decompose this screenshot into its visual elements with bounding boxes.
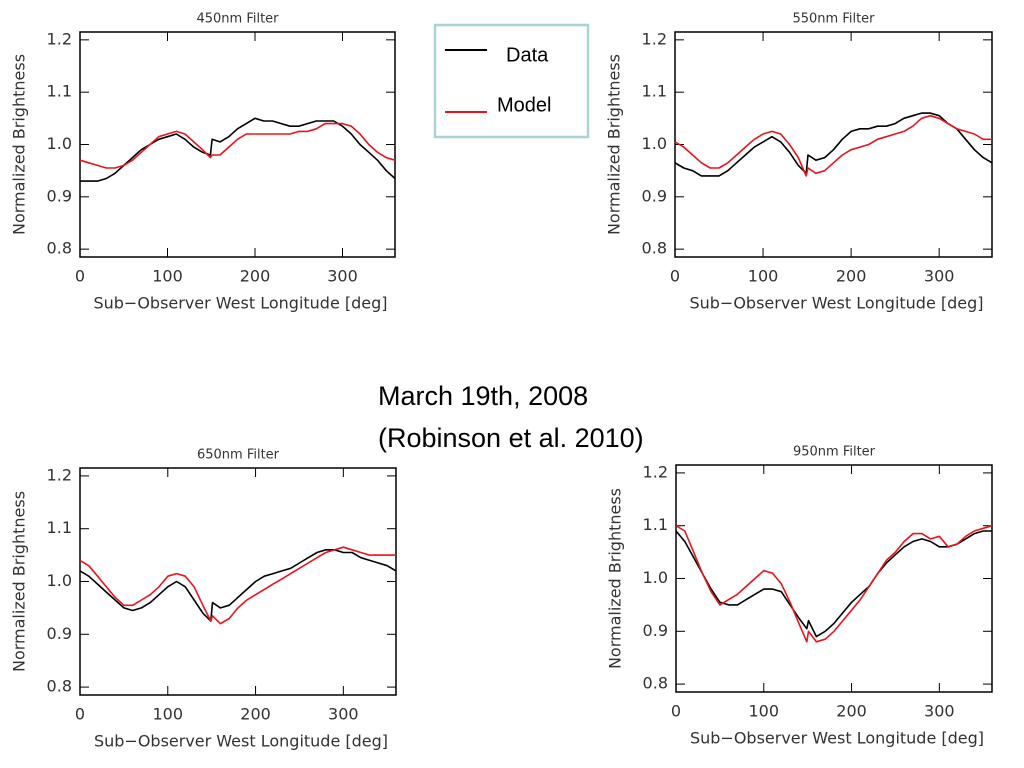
x-tick-label: 0 (75, 267, 85, 286)
chart-title: 450nm Filter (196, 12, 279, 27)
data-line (79, 546, 396, 625)
data-line (79, 122, 396, 169)
y-tick-label: 1.1 (642, 82, 667, 101)
x-tick-label: 100 (749, 702, 780, 721)
y-tick-label: 1.1 (47, 82, 72, 101)
x-tick-label: 100 (748, 267, 779, 286)
data-line (675, 524, 993, 643)
plot-frame (79, 31, 396, 258)
y-tick-label: 1.2 (47, 29, 72, 48)
y-tick-label: 0.9 (643, 621, 668, 640)
x-tick-label: 300 (924, 702, 955, 721)
plot-frame (674, 31, 993, 258)
x-tick-label: 300 (328, 705, 359, 724)
y-axis-title: Normalized Brightness (606, 488, 625, 669)
data-line (80, 117, 396, 182)
chart-title: 650nm Filter (197, 448, 280, 463)
x-tick-label: 200 (836, 267, 867, 286)
legend-label: Data (506, 44, 549, 66)
chart-title: 950nm Filter (793, 445, 876, 460)
y-axis-title: Normalized Brightness (10, 54, 29, 235)
y-tick-label: 0.8 (642, 239, 667, 258)
y-axis-title: Normalized Brightness (605, 54, 624, 235)
x-tick-label: 300 (327, 267, 358, 286)
x-tick-label: 200 (240, 267, 271, 286)
plot-frame (675, 464, 993, 693)
x-axis-title: Sub−Observer West Longitude [deg] (689, 294, 983, 313)
y-axis-title: Normalized Brightness (10, 491, 29, 672)
y-tick-label: 1.1 (47, 518, 72, 537)
caption-line: March 19th, 2008 (378, 381, 588, 411)
data-line (674, 114, 992, 177)
y-tick-label: 0.9 (47, 624, 72, 643)
legend-label: Model (497, 94, 551, 116)
y-tick-label: 1.1 (643, 515, 668, 534)
x-tick-label: 0 (671, 702, 681, 721)
x-tick-label: 0 (670, 267, 680, 286)
y-tick-label: 0.8 (643, 674, 668, 693)
data-line (675, 530, 992, 638)
x-tick-label: 300 (924, 267, 955, 286)
y-tick-label: 1.0 (47, 134, 72, 153)
y-tick-label: 0.9 (47, 186, 72, 205)
plot-frame (79, 467, 397, 696)
data-line (79, 548, 397, 622)
x-tick-label: 200 (836, 702, 867, 721)
data-line (674, 112, 993, 177)
legend-box (433, 23, 590, 139)
x-tick-label: 0 (75, 705, 85, 724)
y-tick-label: 1.0 (643, 568, 668, 587)
x-axis-title: Sub−Observer West Longitude [deg] (690, 729, 984, 748)
y-tick-label: 1.0 (642, 134, 667, 153)
y-tick-label: 0.8 (47, 239, 72, 258)
x-axis-title: Sub−Observer West Longitude [deg] (94, 732, 388, 751)
chart-title: 550nm Filter (792, 12, 875, 27)
x-tick-label: 100 (152, 267, 183, 286)
x-tick-label: 200 (240, 705, 271, 724)
caption-line: (Robinson et al. 2010) (378, 423, 644, 453)
y-tick-label: 1.0 (47, 571, 72, 590)
y-tick-label: 1.2 (643, 462, 668, 481)
y-tick-label: 1.2 (47, 465, 72, 484)
y-tick-label: 1.2 (642, 29, 667, 48)
x-tick-label: 100 (153, 705, 184, 724)
y-tick-label: 0.8 (47, 677, 72, 696)
x-axis-title: Sub−Observer West Longitude [deg] (93, 294, 387, 313)
y-tick-label: 0.9 (642, 186, 667, 205)
